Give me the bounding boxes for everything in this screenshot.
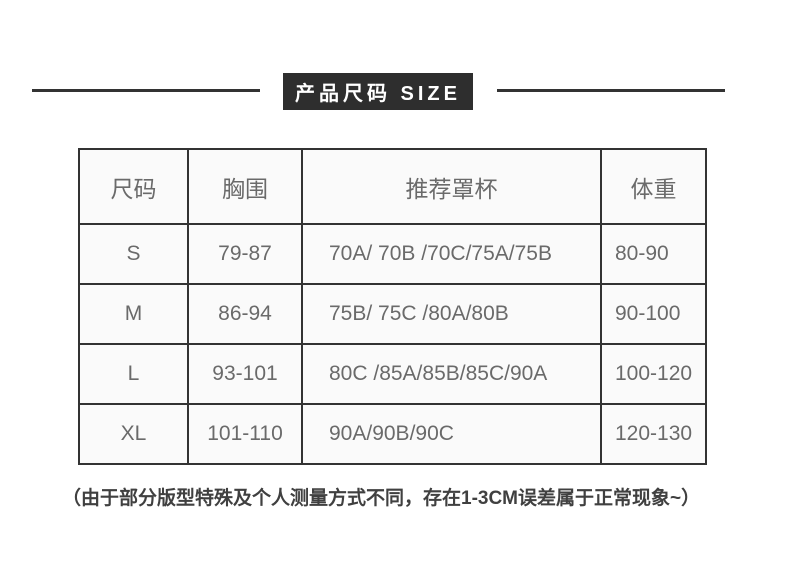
cell-weight: 100-120: [600, 343, 707, 405]
cell-cups: 70A/ 70B /70C/75A/75B: [301, 223, 602, 285]
cell-size: M: [78, 283, 189, 345]
cell-cups: 80C /85A/85B/85C/90A: [301, 343, 602, 405]
cell-weight: 80-90: [600, 223, 707, 285]
section-title-banner: 产品尺码 SIZE: [283, 73, 473, 110]
title-rule-right: [497, 89, 725, 92]
table-row: XL 101-110 90A/90B/90C 120-130: [78, 403, 707, 465]
cell-cups: 90A/90B/90C: [301, 403, 602, 465]
column-header-cups: 推荐罩杯: [301, 148, 602, 225]
table-row: M 86-94 75B/ 75C /80A/80B 90-100: [78, 283, 707, 345]
cell-chest: 101-110: [187, 403, 303, 465]
cell-cups: 75B/ 75C /80A/80B: [301, 283, 602, 345]
cell-size: L: [78, 343, 189, 405]
column-header-chest: 胸围: [187, 148, 303, 225]
cell-size: XL: [78, 403, 189, 465]
section-title: 产品尺码 SIZE: [294, 83, 461, 105]
table-row: S 79-87 70A/ 70B /70C/75A/75B 80-90: [78, 223, 707, 285]
cell-weight: 90-100: [600, 283, 707, 345]
cell-chest: 79-87: [187, 223, 303, 285]
cell-chest: 86-94: [187, 283, 303, 345]
table-header-row: 尺码 胸围 推荐罩杯 体重: [78, 148, 707, 225]
cell-weight: 120-130: [600, 403, 707, 465]
column-header-size: 尺码: [78, 148, 189, 225]
size-table: 尺码 胸围 推荐罩杯 体重 S 79-87 70A/ 70B /70C/75A/…: [78, 148, 707, 465]
cell-size: S: [78, 223, 189, 285]
table-row: L 93-101 80C /85A/85B/85C/90A 100-120: [78, 343, 707, 405]
measurement-disclaimer: （由于部分版型特殊及个人测量方式不同，存在1-3CM误差属于正常现象~）: [62, 488, 701, 509]
cell-chest: 93-101: [187, 343, 303, 405]
title-rule-left: [32, 89, 260, 92]
column-header-weight: 体重: [600, 148, 707, 225]
